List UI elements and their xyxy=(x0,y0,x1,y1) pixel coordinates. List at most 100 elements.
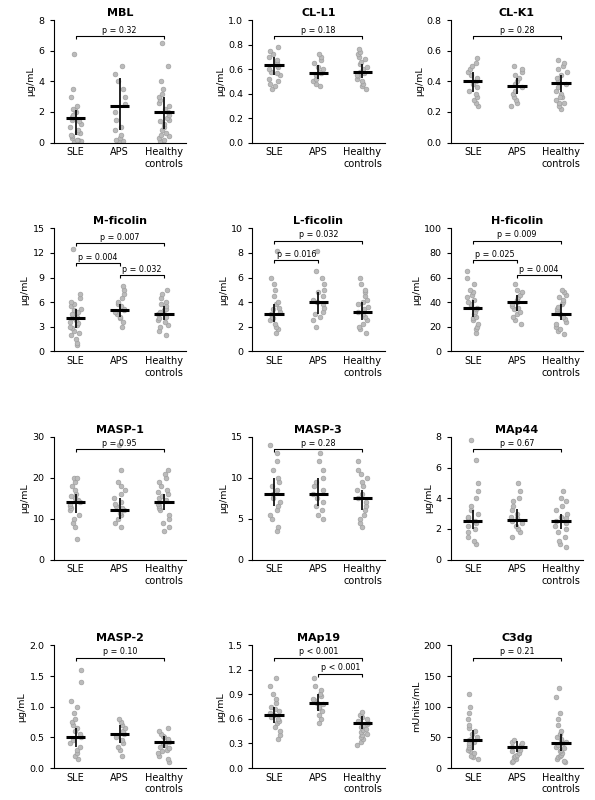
Point xyxy=(155,500,164,513)
Point xyxy=(507,736,516,749)
Point xyxy=(155,312,164,325)
Point xyxy=(556,102,566,115)
Point xyxy=(110,67,120,80)
Point xyxy=(268,463,278,476)
Point xyxy=(114,713,124,726)
Point xyxy=(273,717,282,730)
Point xyxy=(67,90,76,103)
Point xyxy=(465,62,474,75)
Point xyxy=(72,471,82,484)
Point xyxy=(554,290,563,303)
Point xyxy=(111,731,121,744)
Point xyxy=(154,308,163,321)
Point xyxy=(72,743,82,756)
Point xyxy=(113,740,123,753)
Point xyxy=(270,80,280,93)
Point xyxy=(361,722,371,735)
Point xyxy=(362,60,372,73)
Point xyxy=(71,314,80,326)
Point xyxy=(265,50,274,63)
Point xyxy=(117,502,126,515)
Point xyxy=(318,484,328,497)
Point xyxy=(517,516,527,529)
Point xyxy=(463,290,472,303)
Point xyxy=(265,680,274,693)
Point xyxy=(358,80,367,93)
Point xyxy=(265,314,274,327)
Point xyxy=(264,62,273,75)
Point xyxy=(562,516,571,529)
Point xyxy=(69,706,79,719)
Point xyxy=(473,99,483,112)
Point xyxy=(162,283,171,296)
Point xyxy=(465,700,475,713)
Point xyxy=(159,133,168,146)
Point xyxy=(562,541,571,554)
Point xyxy=(120,728,129,741)
Point xyxy=(70,521,80,534)
Point xyxy=(72,318,82,331)
Point xyxy=(507,504,516,517)
Point xyxy=(75,496,84,509)
Point xyxy=(319,463,328,476)
Point xyxy=(558,746,567,759)
Title: MASP-2: MASP-2 xyxy=(96,634,143,643)
Point xyxy=(73,124,83,137)
Point xyxy=(159,118,169,130)
Point xyxy=(507,745,516,758)
Point xyxy=(70,135,79,148)
Point xyxy=(161,127,171,140)
Point xyxy=(464,737,474,750)
Point xyxy=(74,114,84,127)
Point xyxy=(156,504,165,517)
Point xyxy=(359,303,368,316)
Point xyxy=(513,302,523,314)
Y-axis label: μg/mL: μg/mL xyxy=(27,66,36,96)
Point xyxy=(159,304,169,317)
Point xyxy=(110,306,120,318)
Point xyxy=(556,492,566,505)
Point xyxy=(117,300,126,313)
Point xyxy=(118,316,128,329)
Text: p = 0.007: p = 0.007 xyxy=(100,233,139,242)
Point xyxy=(357,729,367,742)
Point xyxy=(463,271,472,284)
Point xyxy=(164,99,174,112)
Point xyxy=(73,494,83,506)
Point xyxy=(468,314,478,327)
Point xyxy=(154,746,163,759)
Point xyxy=(275,69,284,82)
Point xyxy=(275,496,284,509)
Point xyxy=(158,516,167,529)
Point xyxy=(72,133,82,146)
Title: MASP-3: MASP-3 xyxy=(295,425,342,434)
Point xyxy=(269,709,278,722)
Title: MAp44: MAp44 xyxy=(495,425,538,434)
Point xyxy=(557,298,566,311)
Point xyxy=(555,90,564,103)
Point xyxy=(73,306,83,318)
Point xyxy=(474,477,483,490)
Point xyxy=(71,484,80,497)
Point xyxy=(155,475,164,488)
Point xyxy=(273,447,282,460)
Point xyxy=(155,320,165,333)
Point xyxy=(65,498,75,510)
Point xyxy=(353,306,362,318)
Point xyxy=(472,75,481,88)
Point xyxy=(315,65,325,78)
Point xyxy=(66,490,76,502)
Point xyxy=(562,66,571,78)
Point xyxy=(73,753,83,766)
Point xyxy=(561,78,571,90)
Point xyxy=(273,500,283,513)
Point xyxy=(161,328,170,341)
Point xyxy=(353,715,363,728)
Point xyxy=(512,308,522,321)
Point xyxy=(70,304,79,317)
Point xyxy=(159,525,169,538)
Point xyxy=(270,290,279,302)
Point xyxy=(354,43,364,56)
Point xyxy=(511,750,520,762)
Point xyxy=(512,296,522,309)
